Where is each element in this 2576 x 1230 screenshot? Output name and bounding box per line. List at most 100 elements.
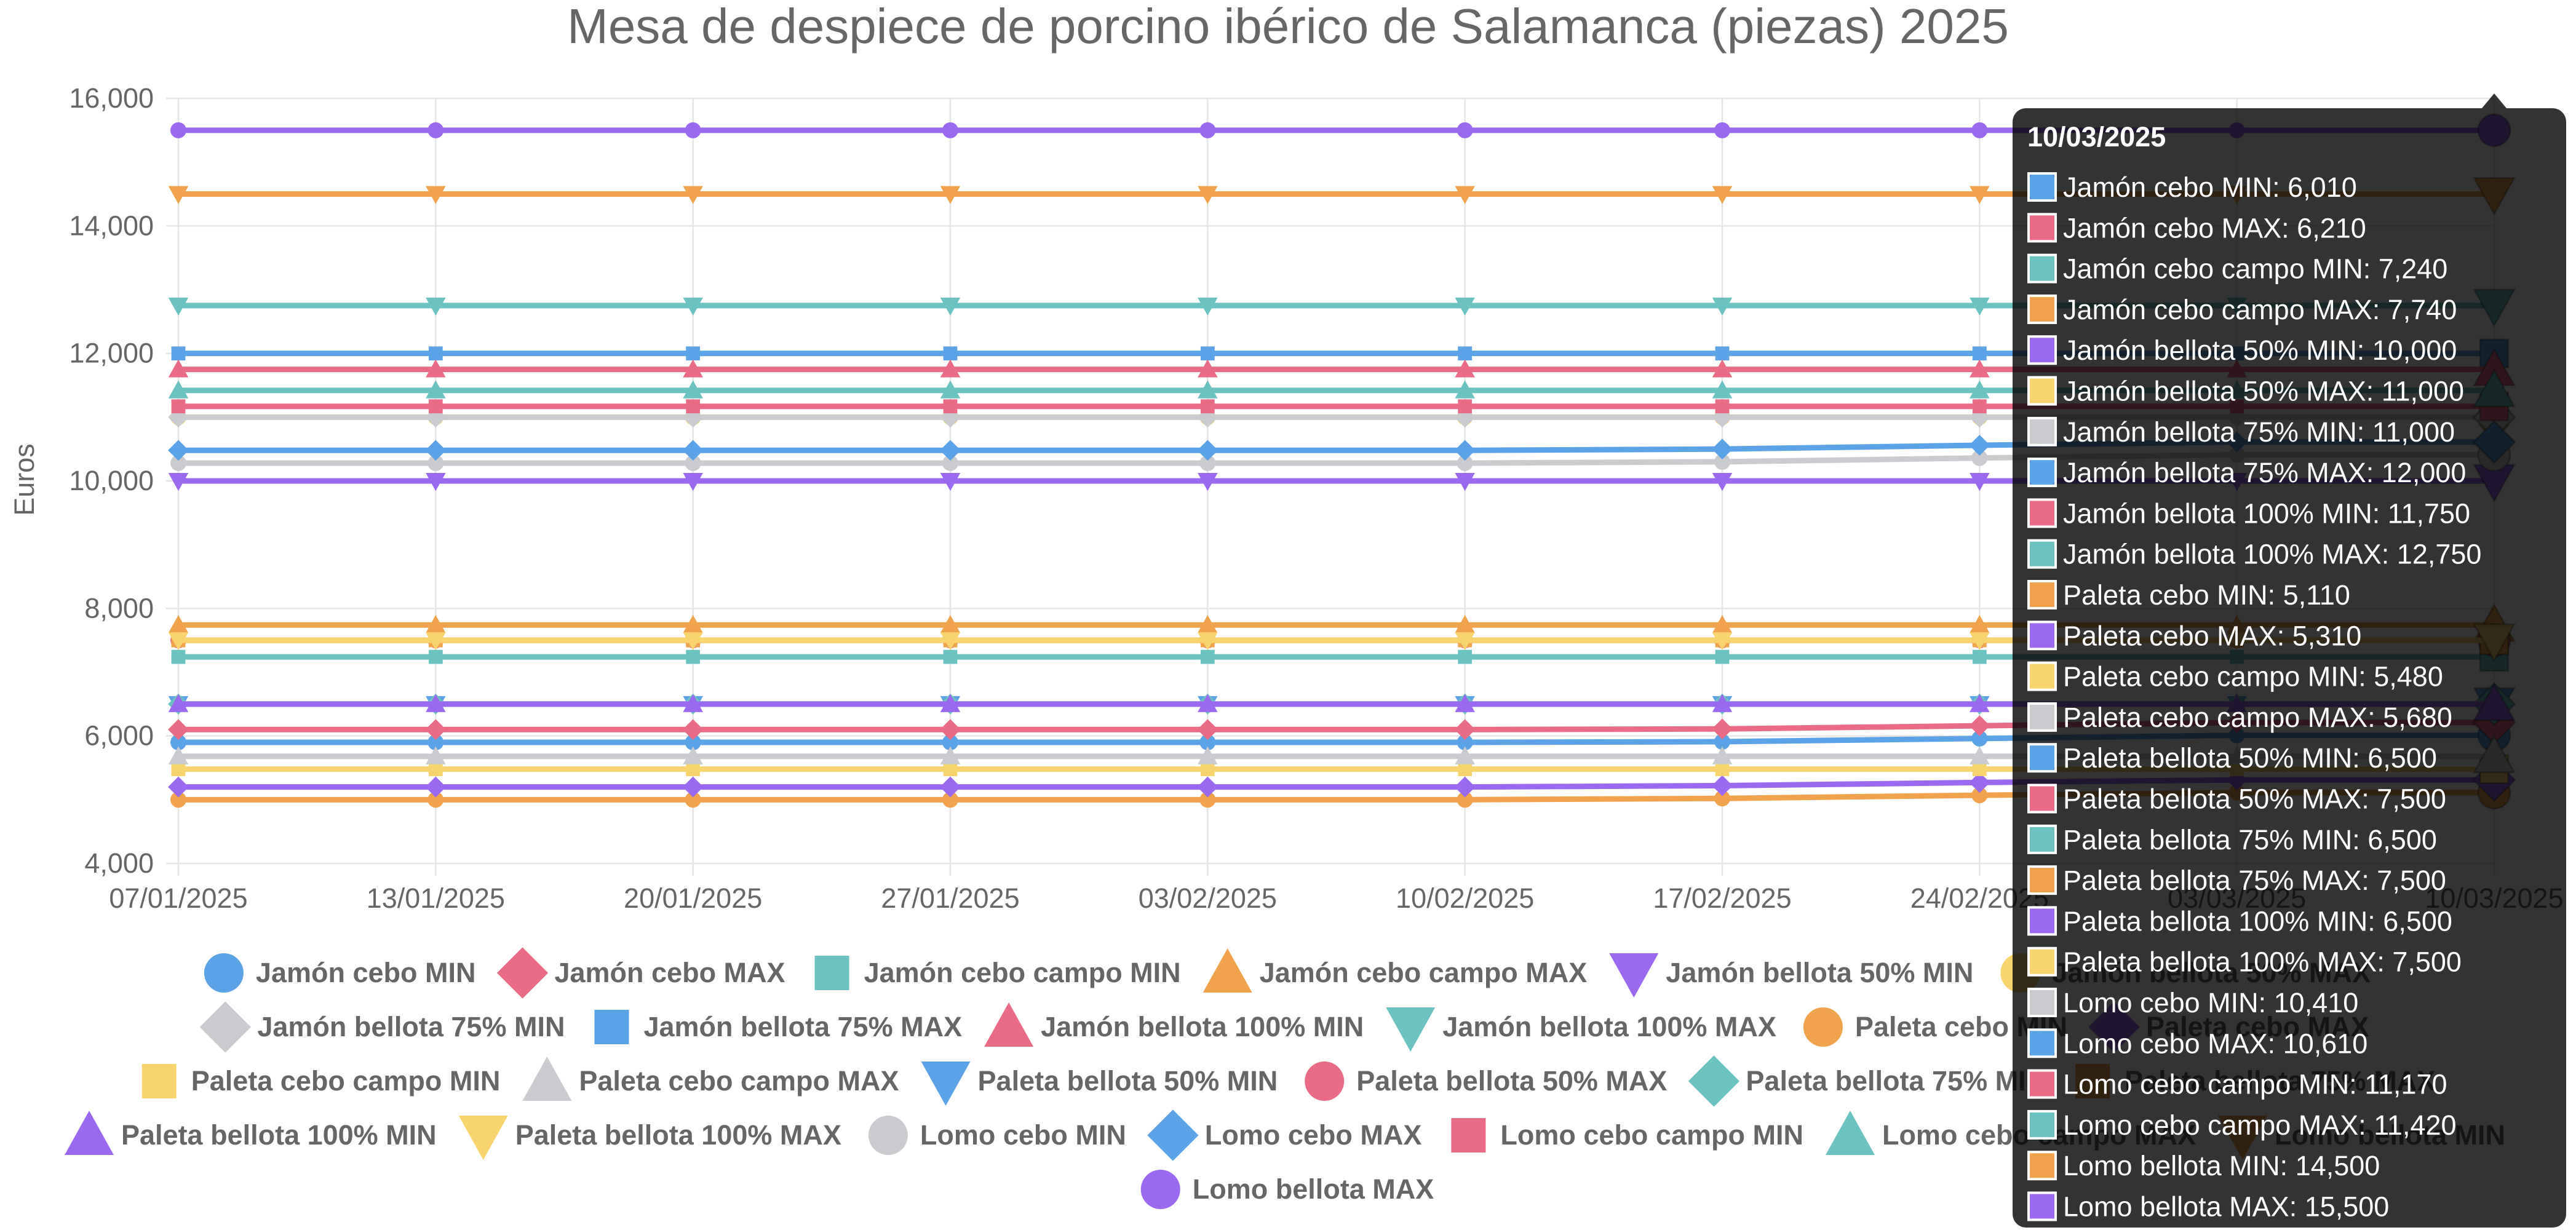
legend-item-jamon-cebo-campo-min[interactable]: Jamón cebo campo MIN <box>814 956 1181 990</box>
tooltip-item: Paleta bellota 50% MAX: 7,500 <box>2027 784 2446 815</box>
data-point <box>685 122 701 138</box>
data-point <box>425 440 447 461</box>
data-point <box>940 694 961 712</box>
legend-label: Jamón cebo campo MAX <box>1260 957 1588 988</box>
legend-item-jamon-cebo-max[interactable]: Jamón cebo MAX <box>496 947 785 999</box>
tooltip-label: Paleta bellota 50% MAX: 7,500 <box>2063 784 2446 815</box>
y-tick-label: 14,000 <box>69 210 154 241</box>
tooltip-label: Jamón bellota 75% MIN: 11,000 <box>2063 416 2455 448</box>
data-point <box>426 694 446 712</box>
tooltip-swatch <box>2027 580 2057 609</box>
data-point <box>1712 438 1733 460</box>
legend-item-paleta-bellota-100pct-max[interactable]: Paleta bellota 100% MAX <box>458 1116 841 1160</box>
legend-item-paleta-bellota-50pct-min[interactable]: Paleta bellota 50% MIN <box>921 1061 1278 1106</box>
data-point <box>683 186 703 204</box>
x-tick-label: 03/02/2025 <box>1139 883 1277 914</box>
data-point <box>683 359 703 378</box>
tooltip-swatch <box>2027 906 2057 936</box>
data-point <box>1712 775 1733 796</box>
legend-label: Paleta bellota 100% MAX <box>515 1119 841 1151</box>
tooltip-item: Lomo cebo MIN: 10,410 <box>2027 987 2358 1018</box>
data-point <box>426 632 446 651</box>
y-tick-label: 16,000 <box>69 82 154 114</box>
tooltip-item: Jamón cebo campo MIN: 7,240 <box>2027 253 2447 285</box>
data-point <box>942 122 958 138</box>
legend-item-jamon-bellota-100pct-min[interactable]: Jamón bellota 100% MIN <box>984 1002 1364 1047</box>
legend-marker-triangle <box>64 1111 114 1155</box>
data-point <box>426 615 446 633</box>
tooltip-label: Jamón bellota 75% MAX: 12,000 <box>2063 457 2466 488</box>
data-point <box>426 746 446 764</box>
data-point <box>683 746 703 764</box>
legend-item-paleta-bellota-100pct-min[interactable]: Paleta bellota 100% MIN <box>64 1111 437 1155</box>
data-point <box>1198 615 1218 633</box>
tooltip-swatch <box>2027 1028 2057 1058</box>
legend-item-lomo-cebo-max[interactable]: Lomo cebo MAX <box>1147 1109 1421 1161</box>
data-point <box>1457 792 1473 808</box>
data-point <box>940 359 961 378</box>
data-point <box>685 734 701 751</box>
tooltip-item: Paleta bellota 100% MAX: 7,500 <box>2027 946 2462 978</box>
tooltip-item: Lomo bellota MIN: 14,500 <box>2027 1150 2380 1181</box>
data-point <box>170 122 186 138</box>
legend-marker-circle <box>1140 1170 1180 1209</box>
data-point <box>1455 297 1475 316</box>
data-point <box>168 297 189 316</box>
data-point <box>1972 346 1987 361</box>
data-point <box>428 762 443 776</box>
legend-item-jamon-bellota-100pct-max[interactable]: Jamón bellota 100% MAX <box>1386 1007 1776 1052</box>
tooltip-item: Paleta bellota 75% MAX: 7,500 <box>2027 865 2446 896</box>
legend-item-jamon-cebo-min[interactable]: Jamón cebo MIN <box>204 953 476 993</box>
tooltip-item: Lomo cebo campo MIN: 11,170 <box>2027 1069 2447 1100</box>
legend-marker-circle <box>868 1116 908 1155</box>
tooltip-item: Jamón cebo campo MAX: 7,740 <box>2027 294 2457 325</box>
legend-item-lomo-cebo-min[interactable]: Lomo cebo MIN <box>868 1116 1126 1155</box>
tooltip-swatch <box>2027 1109 2057 1140</box>
tooltip-label: Jamón cebo MAX: 6,210 <box>2063 212 2366 244</box>
legend-item-paleta-bellota-75pct-min[interactable]: Paleta bellota 75% MIN <box>1688 1055 2046 1107</box>
tooltip-swatch <box>2027 1069 2057 1099</box>
tooltip-label: Lomo cebo MIN: 10,410 <box>2063 987 2358 1018</box>
tooltip-item: Paleta cebo campo MAX: 5,680 <box>2027 702 2452 733</box>
legend-label: Paleta cebo campo MIN <box>191 1065 501 1097</box>
legend-item-paleta-cebo-campo-min[interactable]: Paleta cebo campo MIN <box>141 1064 501 1098</box>
legend-item-jamon-bellota-75pct-min[interactable]: Jamón bellota 75% MIN <box>199 1001 565 1053</box>
legend-item-paleta-bellota-50pct-max[interactable]: Paleta bellota 50% MAX <box>1305 1061 1667 1101</box>
data-point <box>168 473 189 491</box>
data-point <box>426 473 446 491</box>
data-point <box>940 719 961 740</box>
data-point <box>1969 715 1990 736</box>
tooltip-label: Jamón bellota 50% MIN: 10,000 <box>2063 335 2457 366</box>
legend-item-jamon-bellota-50pct-min[interactable]: Jamón bellota 50% MIN <box>1609 953 1973 998</box>
data-point <box>1712 297 1733 316</box>
data-point <box>1712 632 1733 651</box>
data-point <box>1454 719 1476 740</box>
data-point <box>1457 454 1473 471</box>
legend-item-jamon-cebo-campo-max[interactable]: Jamón cebo campo MAX <box>1203 948 1588 993</box>
tooltip-item: Jamón bellota 50% MAX: 11,000 <box>2027 376 2464 407</box>
data-point <box>1712 615 1733 633</box>
legend-item-lomo-bellota-max[interactable]: Lomo bellota MAX <box>1140 1170 1434 1209</box>
legend-marker-triangle <box>1825 1111 1875 1155</box>
legend-item-jamon-bellota-75pct-max[interactable]: Jamón bellota 75% MAX <box>594 1010 962 1044</box>
tooltip-swatch <box>2027 376 2057 406</box>
data-point <box>1454 776 1476 798</box>
legend-item-lomo-cebo-campo-min[interactable]: Lomo cebo campo MIN <box>1451 1118 1803 1153</box>
legend-marker-triangle <box>1203 948 1252 993</box>
tooltip-item: Paleta bellota 50% MIN: 6,500 <box>2027 742 2437 774</box>
tooltip-swatch <box>2027 824 2057 854</box>
legend-label: Paleta cebo campo MAX <box>579 1065 899 1097</box>
data-point <box>1198 186 1218 204</box>
legend-label: Lomo cebo campo MIN <box>1500 1119 1803 1151</box>
data-point <box>170 792 186 808</box>
tooltip-swatch <box>2027 946 2057 977</box>
data-point <box>1199 454 1216 471</box>
legend-label: Jamón bellota 75% MAX <box>643 1011 962 1042</box>
legend-marker-diamond <box>496 947 549 999</box>
data-point <box>1714 453 1730 470</box>
legend-item-paleta-cebo-campo-max[interactable]: Paleta cebo campo MAX <box>522 1057 899 1101</box>
data-point <box>683 473 703 491</box>
tooltip-item: Lomo cebo MAX: 10,610 <box>2027 1028 2367 1059</box>
data-point <box>1200 649 1215 664</box>
